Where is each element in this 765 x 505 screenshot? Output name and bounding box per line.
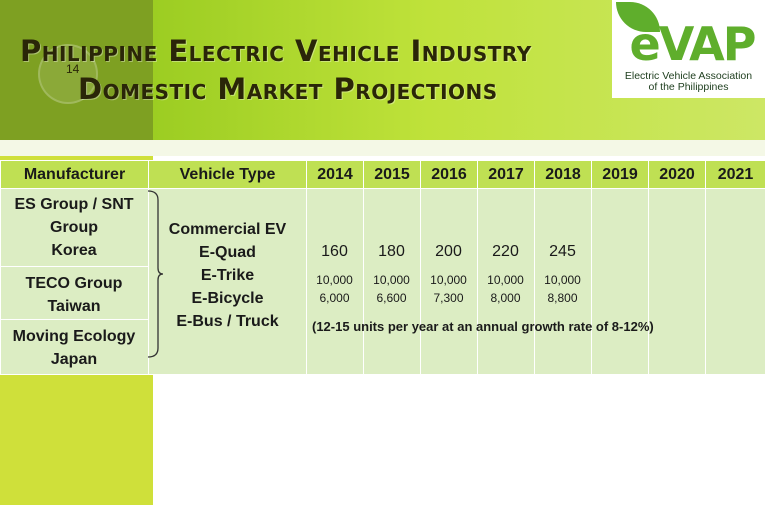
manufacturer-country: Korea (51, 242, 97, 259)
manufacturer-es-group: ES Group / SNT Group Korea (0, 193, 148, 262)
e-bus-projection-note: (12-15 units per year at an annual growt… (312, 319, 654, 334)
e-quad-value: 180 (378, 243, 405, 260)
e-trike-value: 10,000 (487, 273, 524, 287)
logo-org-line-2: of the Philippines (648, 81, 729, 93)
brace-icon (147, 190, 164, 358)
manufacturer-name: Group (50, 219, 98, 236)
table-cell (477, 188, 535, 375)
logo-wordmark: eVAP (629, 17, 757, 71)
separator-band (0, 140, 765, 156)
vehicle-type: E-Bus / Truck (176, 313, 279, 330)
manufacturer-moving-ecology: Moving Ecology Japan (0, 325, 148, 371)
e-bicycle-value: 7,300 (433, 291, 464, 305)
header-year: 2015 (363, 160, 421, 189)
table-row (0, 266, 765, 320)
slide-title: Philippine Electric Vehicle Industry Dom… (20, 32, 532, 108)
manufacturer-country: Japan (50, 351, 98, 368)
table-cell (148, 188, 307, 375)
header-year: 2016 (420, 160, 478, 189)
e-trike-value: 10,000 (316, 273, 353, 287)
title-line-1: Philippine Electric Vehicle Industry (20, 34, 532, 68)
logo-org-name: Electric Vehicle Association of the Phil… (614, 71, 763, 93)
e-quad-value: 245 (549, 243, 576, 260)
decorative-circle (38, 44, 98, 104)
evap-logo: eVAP Electric Vehicle Association of the… (612, 0, 765, 98)
vehicle-type: E-Quad (199, 244, 256, 261)
table-cell (0, 266, 149, 320)
vehicle-type: Commercial EV (168, 221, 287, 238)
header-year: 2014 (306, 160, 364, 189)
manufacturer-name: ES Group / SNT (14, 196, 134, 213)
header-vehicle-type: Vehicle Type (148, 160, 307, 189)
table-cell (306, 188, 364, 375)
header-year: 2019 (591, 160, 649, 189)
manufacturer-teco-group: TECO Group Taiwan (0, 272, 148, 318)
table-cell (648, 188, 706, 375)
table-cell (420, 188, 478, 375)
header-year: 2018 (534, 160, 592, 189)
e-trike-value: 10,000 (373, 273, 410, 287)
e-bicycle-value: 8,800 (547, 291, 578, 305)
table-cell (705, 188, 765, 375)
manufacturer-country: Taiwan (47, 298, 101, 315)
vehicle-type: E-Trike (200, 267, 255, 284)
e-bicycle-value: 6,000 (319, 291, 350, 305)
e-quad-value: 200 (435, 243, 462, 260)
header-year: 2017 (477, 160, 535, 189)
header-manufacturer: Manufacturer (0, 160, 149, 189)
logo-org-line-1: Electric Vehicle Association (624, 70, 753, 82)
table-header-row: Manufacturer Vehicle Type 2014 2015 2016… (0, 160, 765, 189)
e-quad-value: 160 (321, 243, 348, 260)
table-cell (0, 188, 149, 267)
header-year: 2020 (648, 160, 706, 189)
table-row (0, 319, 765, 375)
title-line-2: Domestic Market Projections (78, 72, 498, 106)
e-bicycle-value: 8,000 (490, 291, 521, 305)
projection-table: Manufacturer Vehicle Type 2014 2015 2016… (0, 160, 765, 375)
manufacturer-name: TECO Group (25, 275, 123, 292)
table-cell (534, 188, 592, 375)
e-trike-value: 10,000 (544, 273, 581, 287)
e-trike-value: 10,000 (430, 273, 467, 287)
table-cell (363, 188, 421, 375)
manufacturer-name: Moving Ecology (12, 328, 136, 345)
vehicle-type-list: Commercial EV E-Quad E-Trike E-Bicycle E… (155, 218, 300, 333)
vehicle-type: E-Bicycle (191, 290, 264, 307)
e-quad-value: 220 (492, 243, 519, 260)
table-cell (591, 188, 649, 375)
header-year: 2021 (705, 160, 765, 189)
table-row (0, 188, 765, 375)
e-bicycle-value: 6,600 (376, 291, 407, 305)
page-number: 14 (66, 62, 80, 76)
table-cell (0, 319, 149, 375)
